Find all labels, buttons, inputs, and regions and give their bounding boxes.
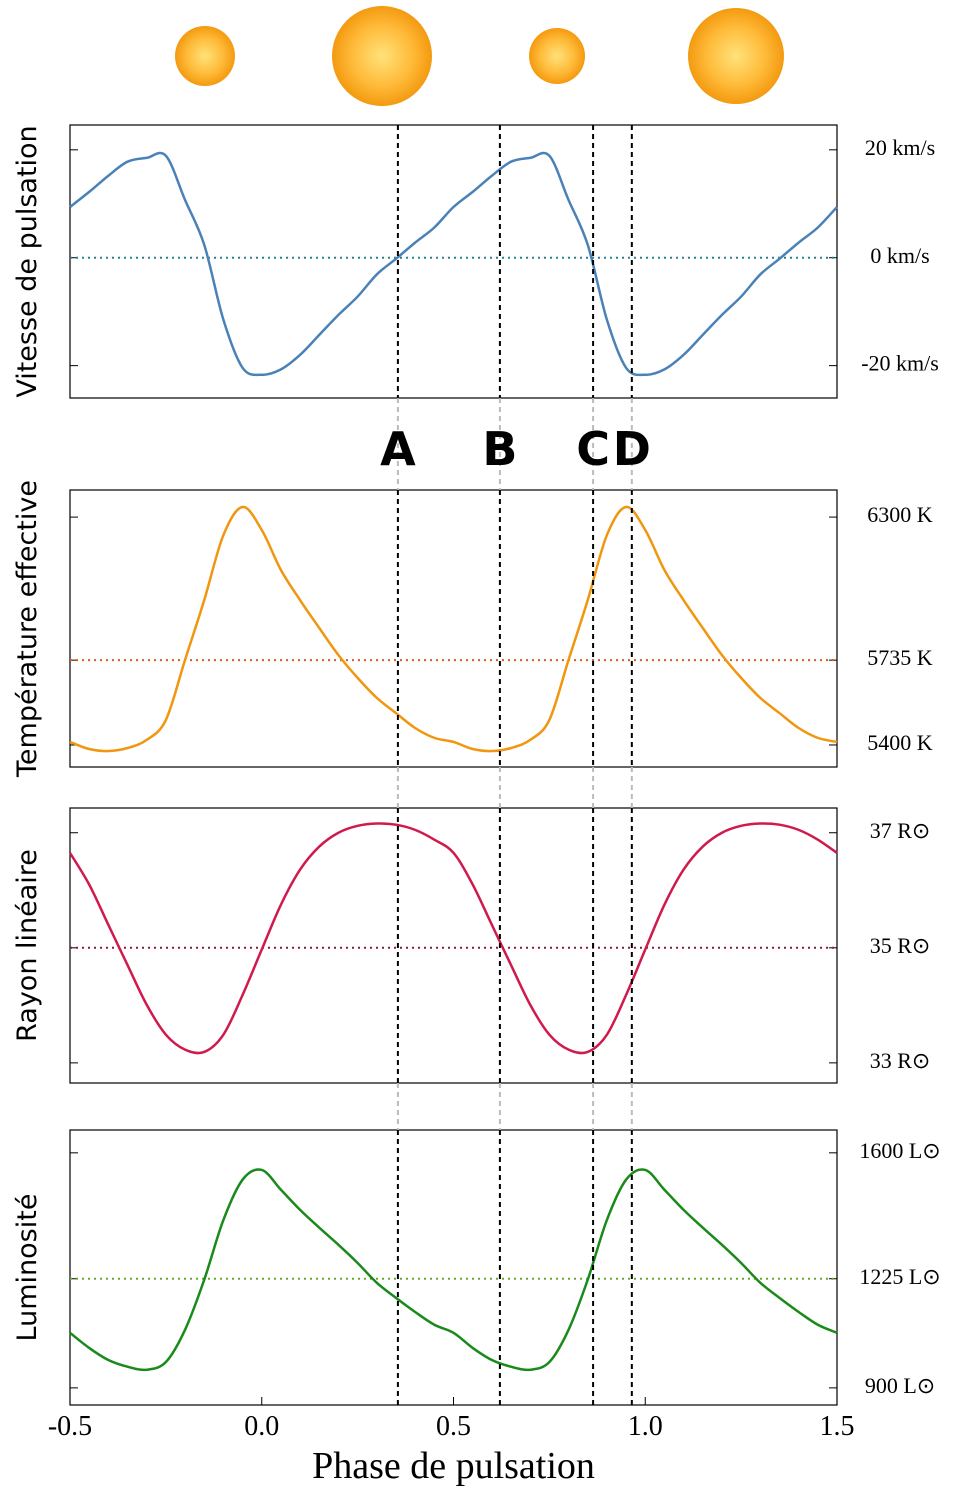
y-tick-label: 5735 K <box>867 645 933 670</box>
data-line <box>68 822 838 1055</box>
phase-marker-label: B <box>482 422 517 476</box>
y-tick-label: 0 km/s <box>870 243 929 268</box>
y-tick-label: 20 km/s <box>865 135 935 160</box>
y-tick-label: 6300 K <box>867 502 933 527</box>
star-small <box>529 28 585 84</box>
phase-marker-label: D <box>613 422 651 476</box>
y-axis-label: Température effective <box>12 480 43 778</box>
plot-frame <box>69 807 838 1084</box>
data-line <box>69 1168 838 1372</box>
x-axis-label: Phase de pulsation <box>312 1445 595 1487</box>
phase-marker-label: A <box>380 422 416 476</box>
y-tick-label: 1600 L⊙ <box>859 1138 940 1163</box>
y-tick-label: 5400 K <box>867 730 933 755</box>
data-line <box>69 505 838 753</box>
y-axis-label: Rayon linéaire <box>12 849 43 1042</box>
plot-frame <box>69 1129 838 1406</box>
x-tick-label: 1.0 <box>628 1411 663 1442</box>
x-tick-label: 1.5 <box>820 1411 855 1442</box>
data-line <box>69 151 838 377</box>
y-tick-label: 900 L⊙ <box>865 1373 935 1398</box>
star-large <box>688 8 784 104</box>
plot-frame <box>69 489 838 768</box>
star-small <box>175 26 235 86</box>
x-tick-label: 0.5 <box>436 1411 471 1442</box>
y-tick-label: 35 R⊙ <box>870 933 931 958</box>
star-large <box>332 6 432 106</box>
x-tick-label: 0.0 <box>244 1411 279 1442</box>
phase-marker-label: C <box>576 422 610 476</box>
y-tick-label: 33 R⊙ <box>870 1048 931 1073</box>
x-tick-label: -0.5 <box>48 1411 92 1442</box>
y-axis-label: Luminosité <box>12 1194 43 1342</box>
y-tick-label: -20 km/s <box>861 351 939 376</box>
y-tick-label: 1225 L⊙ <box>859 1264 940 1289</box>
y-axis-label: Vitesse de pulsation <box>12 125 43 397</box>
y-tick-label: 37 R⊙ <box>870 818 931 843</box>
plot-frame <box>69 124 838 399</box>
